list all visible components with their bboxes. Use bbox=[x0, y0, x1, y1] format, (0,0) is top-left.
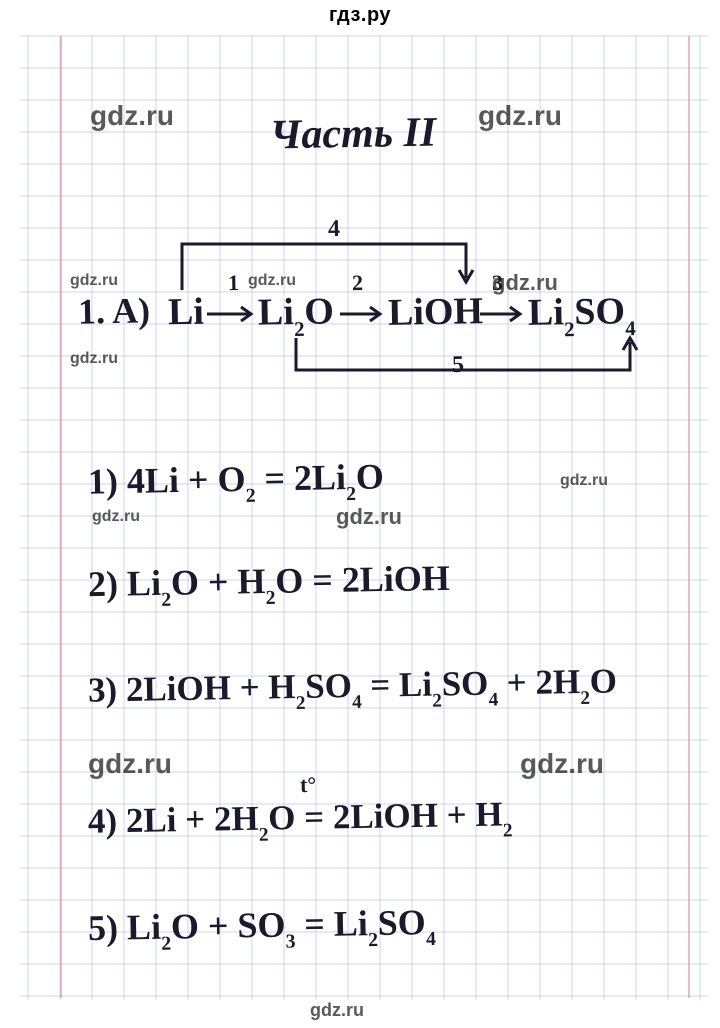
chain-node-li: Li bbox=[168, 290, 205, 335]
chain-node-lioh: LiOH bbox=[388, 289, 484, 335]
chain-arrow-1 bbox=[205, 302, 257, 326]
eq-1: 1) 4Li + O2 = 2Li2O bbox=[88, 455, 385, 507]
eq-4-note: t° bbox=[300, 772, 317, 798]
chain-arrow-2 bbox=[338, 302, 386, 326]
chain-step-3: 3 bbox=[492, 270, 503, 296]
chain-arrow-3 bbox=[478, 302, 526, 326]
chain-step-5: 5 bbox=[452, 352, 464, 379]
notebook-margin-left bbox=[60, 36, 62, 998]
site-header: гдз.ру bbox=[0, 0, 720, 27]
page-root: гдз.ру gdz.rugdz.rugdz.rugdz.rugdz.rugdz… bbox=[0, 0, 720, 1028]
chain-label: 1. A) bbox=[78, 289, 151, 332]
eq-3: 3) 2LiOH + H2SO4 = Li2SO4 + 2H2O bbox=[88, 661, 618, 715]
eq-4: 4) 2Li + 2H2O = 2LiOH + H2 bbox=[88, 794, 513, 846]
eq-2: 2) Li2O + H2O = 2LiOH bbox=[88, 557, 451, 610]
section-title: Часть II bbox=[270, 109, 437, 160]
chain-step-4: 4 bbox=[328, 216, 340, 243]
notebook-margin-right bbox=[688, 36, 690, 998]
eq-5: 5) Li2O + SO3 = Li2SO4 bbox=[88, 901, 436, 954]
chain-arrow-5 bbox=[290, 332, 650, 392]
